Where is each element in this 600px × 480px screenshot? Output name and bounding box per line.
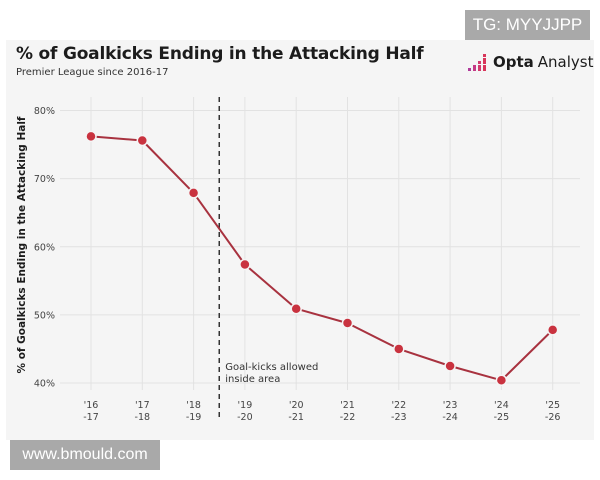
x-tick-label: -23	[391, 412, 407, 423]
data-point	[239, 258, 251, 271]
data-point	[495, 374, 508, 387]
data-point	[85, 130, 97, 143]
x-tick-label: '19	[238, 400, 253, 411]
x-tick-label: -21	[288, 412, 304, 423]
brand-logo: Opta Analyst	[468, 52, 593, 72]
y-tick-labels: 80% 70% 60% 50% 40%	[34, 106, 55, 390]
data-point	[341, 317, 354, 329]
vertical-gridlines	[90, 97, 554, 390]
x-tick-label: -25	[494, 412, 510, 423]
brand-sub: Analyst	[537, 53, 594, 71]
x-tick-label: '17	[135, 400, 150, 411]
x-tick-label: '18	[186, 400, 201, 411]
watermark-top: TG: MYYJJPP	[465, 10, 590, 40]
data-point	[187, 187, 200, 199]
data-point	[444, 360, 456, 372]
logo-square	[483, 54, 486, 57]
x-tick-labels: '16-17'17-18'18-19'19-20'20-21'21-22'22-…	[83, 400, 560, 423]
annotation-text-line2: inside area	[225, 374, 280, 385]
logo-square	[483, 68, 486, 71]
x-tick-label: '23	[443, 400, 458, 411]
y-tick-label: 60%	[34, 242, 55, 253]
y-tick-label: 50%	[34, 310, 55, 321]
logo-square	[478, 64, 481, 68]
x-tick-label: '24	[494, 400, 509, 411]
x-tick-label: -17	[83, 412, 99, 423]
logo-square	[483, 57, 486, 61]
data-point	[136, 134, 149, 147]
y-tick-label: 80%	[34, 106, 55, 117]
opta-logo-icon	[468, 53, 490, 71]
data-point	[290, 302, 302, 315]
horizontal-gridlines	[60, 110, 580, 384]
x-tick-label: -19	[186, 412, 202, 423]
data-series	[85, 130, 559, 387]
y-axis-title: % of Goalkicks Ending in the Attacking H…	[16, 116, 28, 373]
brand-name: Opta	[493, 53, 534, 71]
x-tick-label: '16	[84, 400, 99, 411]
chart-panel	[6, 40, 594, 440]
chart-subtitle: Premier League since 2016-17	[16, 67, 169, 78]
x-tick-label: -20	[237, 412, 253, 423]
logo-square	[483, 61, 486, 64]
x-tick-label: -26	[545, 412, 561, 423]
x-tick-label: -18	[135, 412, 151, 423]
data-point	[546, 324, 559, 336]
x-tick-label: -22	[340, 412, 356, 423]
chart-title: % of Goalkicks Ending in the Attacking H…	[16, 44, 424, 64]
logo-square	[473, 68, 476, 71]
x-tick-label: '20	[289, 400, 304, 411]
logo-square	[483, 64, 486, 68]
x-tick-label: '21	[340, 400, 355, 411]
logo-square	[473, 64, 476, 68]
logo-square	[478, 61, 481, 64]
series-line	[90, 135, 554, 382]
data-point	[393, 343, 405, 355]
watermark-bottom: www.bmould.com	[10, 440, 160, 470]
logo-square	[478, 68, 481, 71]
annotation-text-line1: Goal-kicks allowed	[225, 362, 318, 373]
x-tick-label: -24	[442, 412, 458, 423]
y-tick-label: 40%	[34, 379, 55, 390]
x-tick-label: '25	[545, 400, 560, 411]
y-tick-label: 70%	[34, 174, 55, 185]
x-tick-label: '22	[391, 400, 406, 411]
logo-square	[468, 68, 471, 71]
